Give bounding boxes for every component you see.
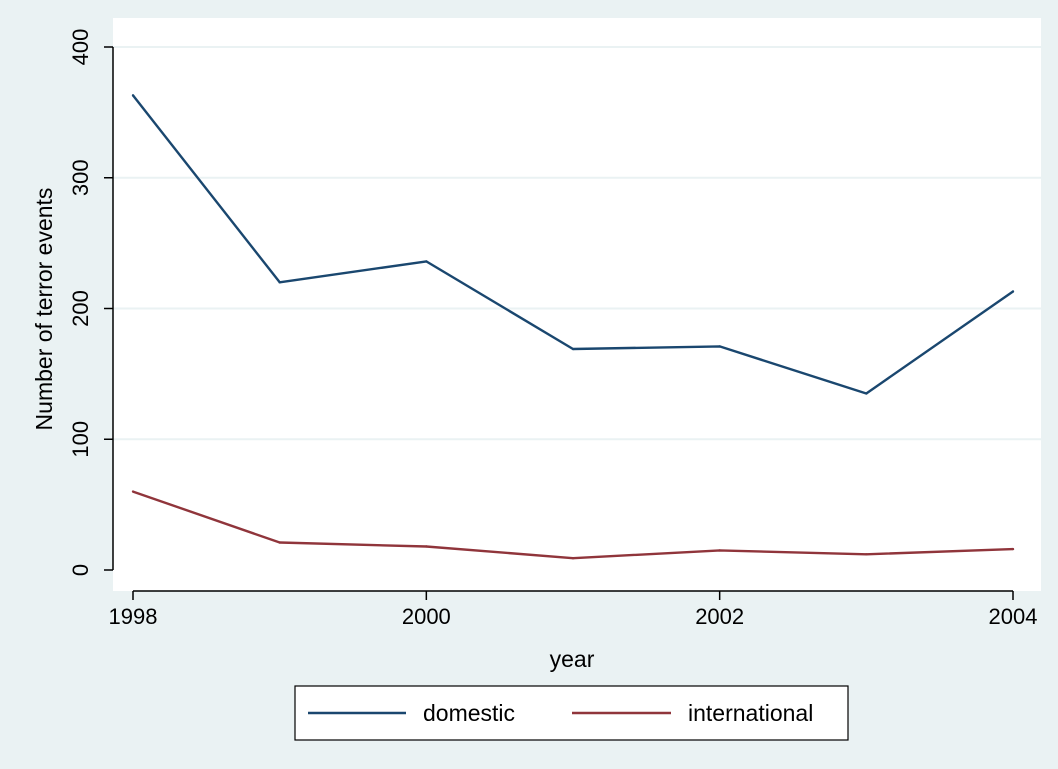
data-point-international-1999 xyxy=(278,541,281,544)
x-tick-label-1998: 1998 xyxy=(109,604,158,629)
data-point-domestic-2003 xyxy=(865,392,868,395)
data-point-international-2003 xyxy=(865,553,868,556)
y-axis-title: Number of terror events xyxy=(31,188,57,431)
x-tick-label-2000: 2000 xyxy=(402,604,451,629)
data-point-domestic-1999 xyxy=(278,281,281,284)
legend-label-domestic: domestic xyxy=(423,700,515,726)
x-tick-label-2002: 2002 xyxy=(695,604,744,629)
series-group xyxy=(131,94,1015,560)
data-point-international-2004 xyxy=(1011,547,1015,551)
data-point-international-1998 xyxy=(131,490,135,493)
data-point-domestic-2002 xyxy=(718,345,721,348)
legend-label-international: international xyxy=(688,700,813,726)
y-tick-label-300: 300 xyxy=(68,159,93,196)
y-tick-label-100: 100 xyxy=(68,421,93,458)
gridlines xyxy=(113,46,1041,441)
data-point-domestic-2004 xyxy=(1011,290,1015,293)
y-tick-label-200: 200 xyxy=(68,290,93,327)
data-point-domestic-2001 xyxy=(571,347,575,351)
data-point-international-2000 xyxy=(425,545,428,548)
plot-area xyxy=(113,18,1041,591)
data-point-domestic-2000 xyxy=(425,260,428,263)
data-point-international-2002 xyxy=(718,549,721,552)
y-tick-label-400: 400 xyxy=(68,29,93,66)
legend: domestic international xyxy=(294,685,849,741)
data-point-domestic-1998 xyxy=(131,94,135,97)
x-axis-title: year xyxy=(550,646,595,672)
y-tick-label-0: 0 xyxy=(68,564,93,576)
x-tick-label-2004: 2004 xyxy=(989,604,1038,629)
axes: 0 100 200 300 400 1998 2000 2002 2004 xyxy=(68,29,1037,629)
data-point-international-2001 xyxy=(571,557,575,560)
